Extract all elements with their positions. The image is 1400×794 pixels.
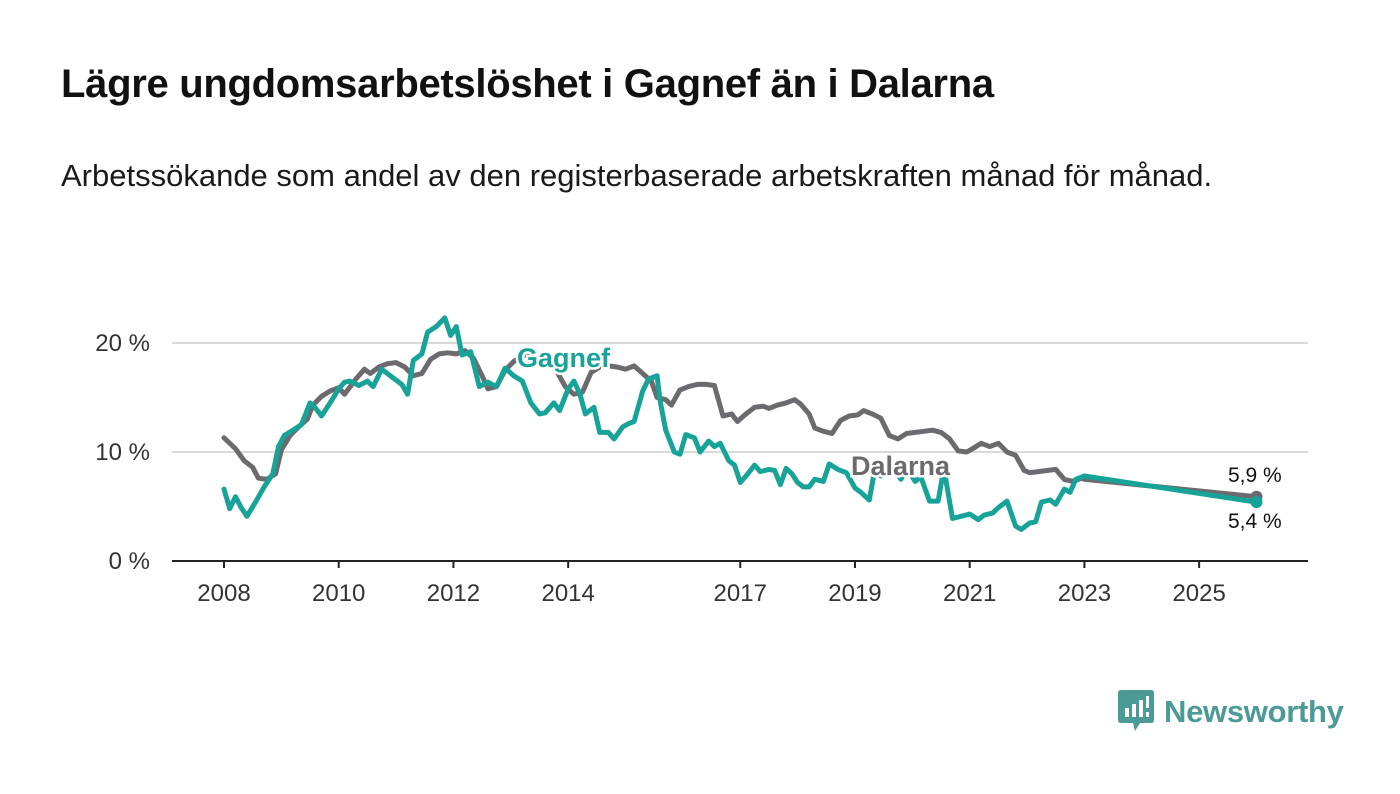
y-tick-label: 20 %	[95, 330, 150, 357]
series-label-dalarna: Dalarna	[851, 451, 951, 481]
series-line-gagnef	[221, 315, 1259, 532]
y-tick-label: 0 %	[109, 548, 150, 575]
newsworthy-logo-icon	[1118, 690, 1154, 731]
end-point-gagnef	[1250, 496, 1263, 509]
x-tick-label: 2019	[828, 580, 881, 607]
x-tick-label: 2012	[427, 580, 480, 607]
newsworthy-brand[interactable]: Newsworthy	[1118, 690, 1344, 734]
x-tick-label: 2010	[312, 580, 365, 607]
x-tick-label: 2023	[1058, 580, 1111, 607]
end-value-gagnef: 5,4 %	[1228, 510, 1282, 533]
series-label-gagnef: Gagnef	[517, 343, 611, 373]
x-tick-label: 2008	[197, 580, 250, 607]
x-tick-label: 2025	[1172, 580, 1225, 607]
x-tick-label: 2014	[541, 580, 594, 607]
line-chart: 0 % 10 % 20 % 2008 2010 2012 2014 2017 2019 2021…	[95, 315, 1308, 607]
y-axis-ticks: 0 % 10 % 20 %	[95, 330, 150, 575]
series-labels: Dalarna Gagnef 5,9 % 5,4 %	[515, 341, 1282, 534]
y-tick-label: 10 %	[95, 439, 150, 466]
series-lines	[221, 315, 1263, 532]
gridlines	[172, 342, 1308, 453]
brand-name: Newsworthy	[1164, 694, 1344, 729]
chart-title: Lägre ungdomsarbetslöshet i Gagnef än i …	[61, 62, 994, 106]
x-axis: 2008 2010 2012 2014 2017 2019 2021 2023 2025	[172, 560, 1308, 607]
x-tick-label: 2017	[714, 580, 767, 607]
x-tick-label: 2021	[943, 580, 996, 607]
chart-subtitle: Arbetssökande som andel av den registerb…	[61, 158, 1213, 193]
end-value-dalarna: 5,9 %	[1228, 464, 1282, 487]
